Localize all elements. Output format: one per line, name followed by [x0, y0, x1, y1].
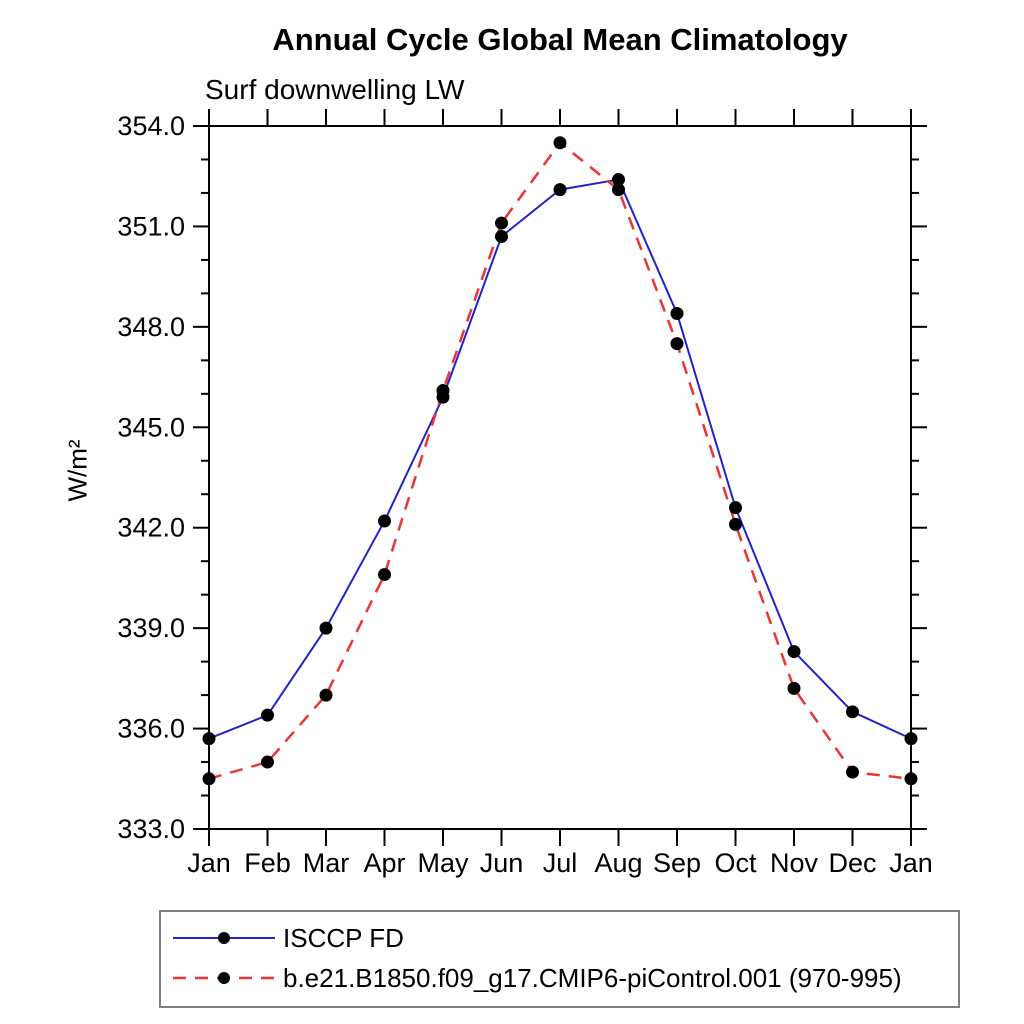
data-point-marker-s1 — [846, 765, 859, 779]
x-tick-label: Dec — [828, 848, 876, 878]
data-point-marker-s0 — [553, 183, 567, 197]
plot-frame — [208, 125, 912, 830]
x-tick-label: Mar — [303, 848, 350, 878]
legend-dashed-line-sample — [173, 972, 275, 984]
data-point-marker-s1 — [261, 755, 274, 769]
legend-item-observation: ISCCP FD — [161, 918, 958, 958]
legend-box: ISCCP FD b.e21.B1850.f09_g17.CMIP6-piCon… — [159, 910, 960, 1008]
data-point-marker-s0 — [319, 621, 333, 635]
data-point-marker-s1 — [787, 681, 801, 695]
series-line-0 — [208, 178, 912, 740]
y-tick-label: 333.0 — [117, 814, 185, 844]
legend-marker-dot — [218, 972, 230, 984]
data-point-marker-s0 — [846, 705, 859, 719]
chart-subtitle: Surf downwelling LW — [205, 74, 465, 105]
data-point-marker-s0 — [378, 514, 391, 528]
data-point-marker-s1 — [436, 383, 450, 397]
legend-label-observation: ISCCP FD — [283, 922, 404, 953]
data-point-marker-s0 — [261, 708, 274, 722]
y-tick-label: 354.0 — [117, 111, 185, 141]
x-tick-label: Jan — [889, 848, 933, 878]
y-tick-label: 345.0 — [117, 412, 185, 442]
data-point-marker-s1 — [729, 517, 742, 531]
data-point-marker-s0 — [670, 306, 684, 320]
data-point-marker-s0 — [904, 732, 918, 746]
y-tick-label: 336.0 — [117, 714, 185, 744]
y-axis-title: W/m² — [62, 439, 93, 502]
x-tick-label: Apr — [363, 848, 405, 878]
chart-title: Annual Cycle Global Mean Climatology — [272, 22, 848, 57]
legend-solid-line-sample — [173, 932, 275, 944]
x-tick-label: Nov — [770, 848, 819, 878]
x-tick-label: Jan — [187, 848, 231, 878]
data-point-marker-s1 — [612, 183, 625, 197]
x-tick-label: Oct — [714, 848, 757, 878]
data-point-marker-s0 — [729, 501, 742, 515]
data-point-marker-s0 — [612, 173, 625, 187]
legend-label-model: b.e21.B1850.f09_g17.CMIP6-piControl.001 … — [283, 962, 902, 993]
y-tick-label: 339.0 — [117, 613, 185, 643]
data-point-marker-s1 — [904, 772, 918, 786]
y-tick-label: 351.0 — [117, 211, 185, 241]
x-tick-label: May — [417, 848, 469, 878]
x-tick-label: Jun — [480, 848, 524, 878]
data-point-marker-s1 — [670, 337, 684, 351]
data-point-marker-s0 — [787, 645, 801, 659]
data-point-marker-s0 — [202, 732, 216, 746]
y-tick-label: 342.0 — [117, 513, 185, 543]
y-tick-label: 348.0 — [117, 312, 185, 342]
data-point-marker-s1 — [202, 772, 216, 786]
legend-marker-dot — [218, 932, 230, 944]
data-point-marker-s1 — [495, 216, 508, 230]
legend-item-model: b.e21.B1850.f09_g17.CMIP6-piControl.001 … — [161, 958, 958, 998]
series-line-1 — [208, 140, 912, 781]
data-point-marker-s1 — [553, 136, 567, 150]
data-point-marker-s1 — [378, 568, 391, 582]
x-tick-label: Feb — [244, 848, 291, 878]
x-tick-label: Jul — [543, 848, 578, 878]
x-tick-label: Sep — [653, 848, 701, 878]
data-point-marker-s0 — [495, 229, 508, 243]
x-tick-label: Aug — [594, 848, 642, 878]
data-point-marker-s1 — [319, 688, 333, 702]
